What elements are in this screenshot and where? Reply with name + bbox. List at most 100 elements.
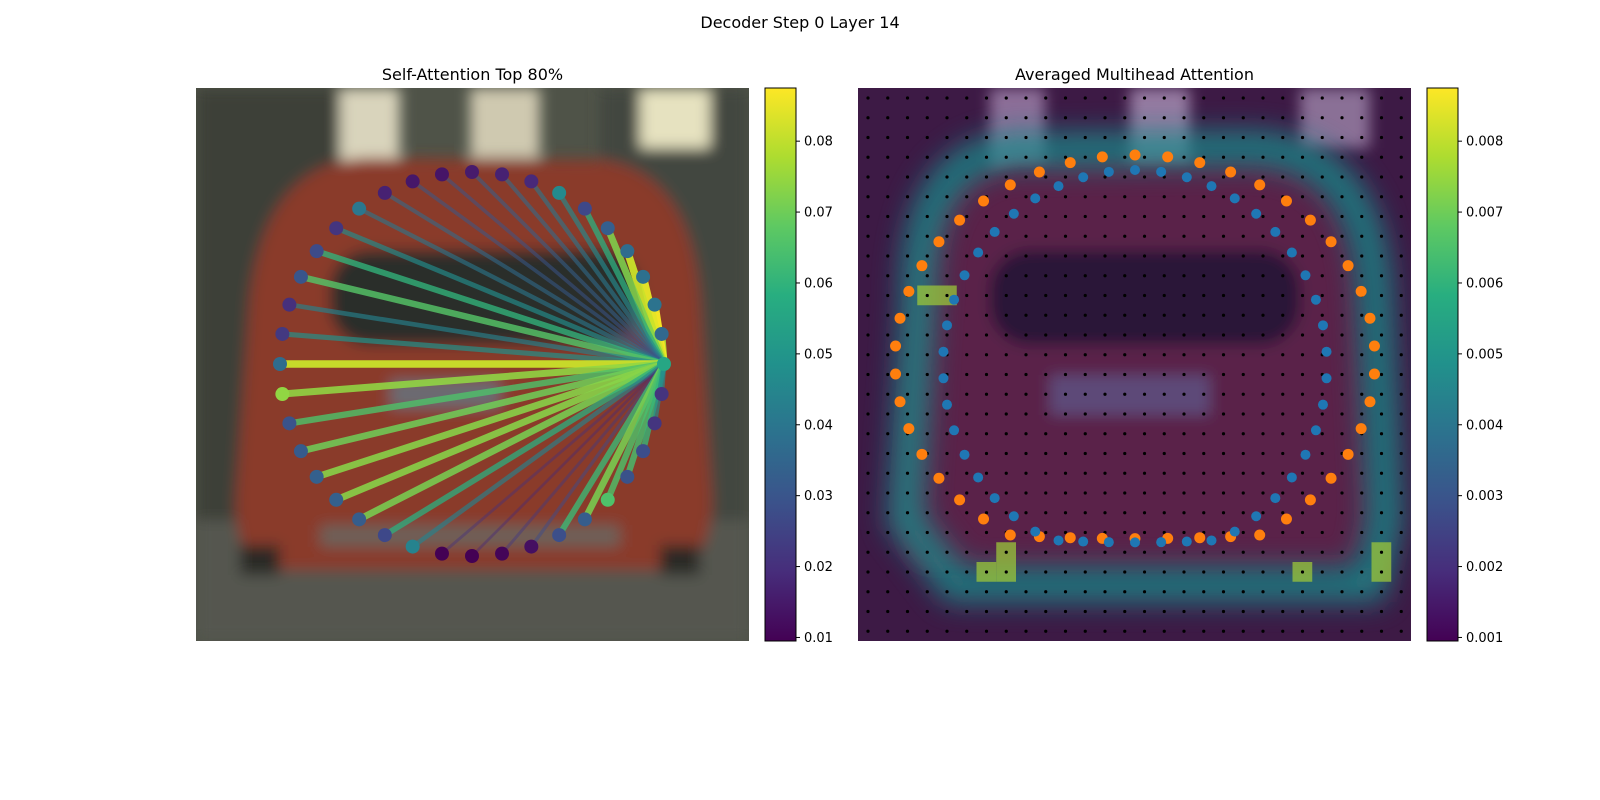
grid-dot bbox=[866, 491, 870, 495]
grid-dot bbox=[1083, 392, 1087, 396]
grid-dot bbox=[1103, 313, 1107, 317]
colorbar-tick-label: 0.004 bbox=[1466, 418, 1503, 433]
grid-dot bbox=[1123, 451, 1127, 456]
grid-dot bbox=[1063, 471, 1068, 475]
grid-dot bbox=[1063, 274, 1068, 278]
grid-dot bbox=[1221, 609, 1226, 614]
grid-dot bbox=[1241, 353, 1245, 357]
grid-dot bbox=[1083, 432, 1087, 436]
grid-dot bbox=[1241, 274, 1245, 278]
grid-dot bbox=[1202, 372, 1206, 377]
polygon-point bbox=[405, 539, 420, 554]
grid-dot bbox=[1182, 432, 1186, 436]
outer-point bbox=[1064, 157, 1076, 169]
grid-dot bbox=[1360, 550, 1364, 554]
grid-dot bbox=[1004, 590, 1008, 594]
grid-dot bbox=[886, 491, 890, 495]
grid-dot bbox=[1399, 629, 1403, 633]
grid-dot bbox=[866, 570, 870, 574]
grid-dot bbox=[1300, 116, 1305, 120]
grid-dot bbox=[1182, 254, 1186, 258]
grid-dot bbox=[1221, 432, 1226, 436]
grid-dot bbox=[1379, 550, 1384, 554]
outer-point bbox=[916, 448, 928, 460]
attention-line bbox=[332, 360, 668, 504]
outer-point bbox=[1304, 494, 1316, 506]
grid-dot bbox=[1162, 372, 1166, 377]
grid-dot bbox=[905, 511, 910, 515]
grid-dot bbox=[1221, 570, 1226, 574]
grid-dot bbox=[1202, 195, 1206, 199]
grid-dot bbox=[1360, 511, 1364, 515]
grid-dot bbox=[1379, 590, 1384, 594]
grid-dot bbox=[1221, 155, 1226, 159]
grid-dot bbox=[1261, 491, 1265, 495]
grid-dot bbox=[1024, 471, 1028, 475]
grid-dot bbox=[1300, 254, 1305, 258]
grid-dot bbox=[1360, 372, 1364, 377]
grid-dot bbox=[1162, 412, 1166, 416]
grid-dot bbox=[1300, 412, 1305, 416]
grid-dot bbox=[1360, 313, 1364, 317]
grid-dot bbox=[1202, 511, 1206, 515]
polygon-point bbox=[377, 528, 392, 543]
grid-dot bbox=[945, 530, 949, 535]
grid-dot bbox=[1083, 629, 1087, 633]
inner-point bbox=[1286, 472, 1297, 483]
grid-dot bbox=[1024, 313, 1028, 317]
grid-dot bbox=[905, 274, 910, 278]
grid-dot bbox=[905, 175, 910, 179]
grid-dot bbox=[1063, 155, 1068, 159]
grid-dot bbox=[1083, 274, 1087, 278]
polygon-point bbox=[495, 546, 510, 561]
grid-dot bbox=[1320, 135, 1324, 140]
grid-dot bbox=[1340, 392, 1344, 396]
grid-dot bbox=[1360, 333, 1364, 337]
grid-dot bbox=[1340, 274, 1344, 278]
grid-dot bbox=[1182, 550, 1186, 554]
grid-dot bbox=[984, 353, 989, 357]
grid-dot bbox=[1399, 96, 1403, 100]
grid-dot bbox=[1281, 116, 1285, 120]
grid-dot bbox=[1360, 629, 1364, 633]
grid-dot bbox=[1083, 570, 1087, 574]
polygon-point bbox=[465, 549, 479, 563]
grid-dot bbox=[1241, 570, 1245, 574]
grid-dot bbox=[925, 372, 929, 377]
grid-dot bbox=[925, 471, 929, 475]
grid-dot bbox=[1221, 392, 1226, 396]
grid-dot bbox=[1162, 313, 1166, 317]
attention-line bbox=[440, 172, 666, 366]
grid-dot bbox=[1044, 550, 1048, 554]
grid-dot bbox=[1221, 451, 1226, 456]
grid-dot bbox=[1083, 451, 1087, 456]
grid-dot bbox=[1261, 432, 1265, 436]
grid-dot bbox=[1379, 333, 1384, 337]
grid-dot bbox=[1340, 491, 1344, 495]
grid-dot bbox=[1360, 175, 1364, 179]
grid-dot bbox=[1379, 195, 1384, 199]
grid-dot bbox=[1399, 451, 1403, 456]
grid-dot bbox=[1024, 432, 1028, 436]
grid-dot bbox=[984, 451, 989, 456]
grid-dot bbox=[1123, 392, 1127, 396]
grid-dot bbox=[1221, 195, 1226, 199]
outer-point bbox=[978, 195, 990, 207]
outer-point bbox=[1225, 166, 1237, 178]
grid-dot bbox=[1261, 471, 1265, 475]
grid-dot bbox=[1004, 550, 1008, 554]
grid-dot bbox=[1024, 629, 1028, 633]
grid-dot bbox=[984, 254, 989, 258]
grid-dot bbox=[1063, 550, 1068, 554]
grid-dot bbox=[965, 313, 969, 317]
grid-dot bbox=[1083, 333, 1087, 337]
attention-line bbox=[333, 225, 667, 367]
grid-dot bbox=[925, 412, 929, 416]
grid-dot bbox=[1379, 116, 1384, 120]
grid-dot bbox=[1123, 274, 1127, 278]
grid-dot bbox=[1103, 511, 1107, 515]
grid-dot bbox=[1123, 175, 1127, 179]
grid-dot bbox=[1241, 293, 1245, 298]
outer-point bbox=[894, 312, 906, 324]
grid-dot bbox=[905, 195, 910, 199]
